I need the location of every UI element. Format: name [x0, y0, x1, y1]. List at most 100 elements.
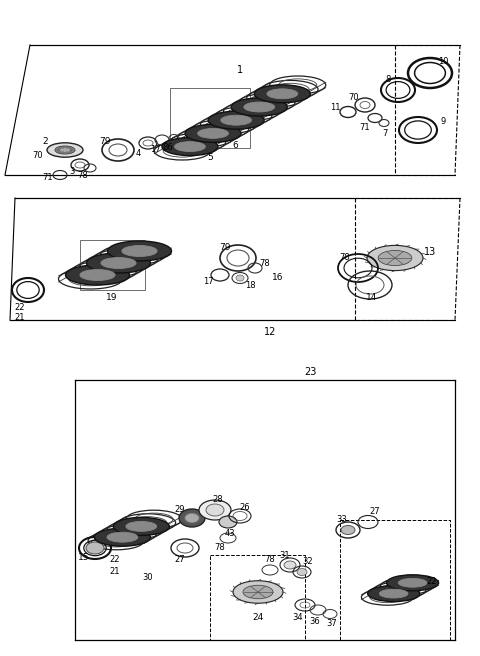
Ellipse shape	[378, 251, 412, 266]
Text: 19: 19	[106, 293, 118, 302]
Text: 78: 78	[78, 171, 88, 180]
Text: 23: 23	[304, 367, 316, 377]
Text: 12: 12	[264, 327, 276, 337]
Ellipse shape	[233, 581, 283, 604]
Text: 37: 37	[326, 619, 337, 628]
Text: 21: 21	[110, 567, 120, 577]
Ellipse shape	[221, 115, 252, 125]
Ellipse shape	[297, 569, 307, 575]
Ellipse shape	[58, 151, 61, 152]
Ellipse shape	[199, 500, 231, 520]
Ellipse shape	[107, 532, 138, 542]
Text: 22: 22	[15, 304, 25, 312]
Text: 28: 28	[213, 495, 223, 504]
Text: 4: 4	[135, 148, 141, 157]
Ellipse shape	[379, 589, 408, 598]
Ellipse shape	[179, 509, 205, 527]
Text: 27: 27	[175, 556, 185, 565]
Ellipse shape	[398, 579, 427, 587]
Text: 17: 17	[203, 277, 213, 287]
Text: 71: 71	[43, 173, 53, 182]
Text: 21: 21	[15, 314, 25, 323]
Ellipse shape	[284, 561, 296, 569]
Ellipse shape	[231, 98, 287, 116]
Ellipse shape	[66, 152, 69, 154]
Text: 6: 6	[232, 140, 238, 150]
Ellipse shape	[86, 542, 104, 554]
Ellipse shape	[58, 148, 61, 149]
Text: 31: 31	[280, 550, 290, 560]
Text: 78: 78	[215, 543, 226, 552]
Ellipse shape	[208, 112, 264, 129]
Ellipse shape	[66, 146, 69, 148]
Ellipse shape	[57, 149, 60, 151]
Text: 78: 78	[264, 556, 276, 565]
Text: 15: 15	[78, 554, 90, 562]
Text: 70: 70	[348, 94, 360, 102]
Ellipse shape	[126, 522, 156, 531]
Ellipse shape	[69, 151, 72, 152]
Ellipse shape	[267, 89, 298, 99]
Text: 10: 10	[438, 58, 448, 66]
Text: 1: 1	[237, 65, 243, 75]
Text: 16: 16	[272, 274, 284, 283]
Ellipse shape	[244, 102, 275, 112]
Ellipse shape	[61, 146, 64, 148]
Ellipse shape	[65, 265, 130, 285]
Ellipse shape	[80, 270, 115, 281]
Text: 34: 34	[293, 613, 303, 623]
Ellipse shape	[243, 585, 273, 599]
Ellipse shape	[71, 149, 73, 151]
Text: 86: 86	[163, 144, 173, 152]
Text: 9: 9	[440, 117, 445, 127]
Text: 14: 14	[366, 293, 378, 302]
Text: 70: 70	[33, 150, 43, 159]
Ellipse shape	[367, 245, 423, 270]
Ellipse shape	[206, 504, 224, 516]
Ellipse shape	[254, 85, 311, 103]
Ellipse shape	[95, 528, 150, 546]
Text: 32: 32	[303, 558, 313, 567]
Text: 18: 18	[245, 281, 255, 289]
Text: 79: 79	[219, 243, 231, 253]
Text: 24: 24	[252, 613, 264, 623]
Ellipse shape	[386, 575, 439, 591]
Ellipse shape	[69, 148, 72, 149]
Text: 13: 13	[424, 247, 436, 257]
Text: 26: 26	[240, 502, 250, 512]
Ellipse shape	[185, 514, 199, 522]
Text: 78: 78	[340, 253, 350, 262]
Ellipse shape	[101, 258, 136, 268]
Text: 11: 11	[330, 102, 340, 112]
Ellipse shape	[341, 525, 355, 535]
Text: 20: 20	[89, 274, 101, 283]
Text: 29: 29	[175, 506, 185, 514]
Text: 8: 8	[385, 75, 391, 85]
Ellipse shape	[198, 129, 228, 138]
Text: 27: 27	[370, 508, 380, 516]
Ellipse shape	[368, 586, 420, 602]
Ellipse shape	[162, 138, 218, 155]
Ellipse shape	[175, 142, 205, 152]
Text: 36: 36	[310, 617, 320, 626]
Ellipse shape	[86, 253, 151, 273]
Text: 78: 78	[260, 258, 270, 268]
Text: 5: 5	[207, 154, 213, 163]
Ellipse shape	[219, 516, 237, 528]
Ellipse shape	[61, 152, 64, 154]
Text: 79: 79	[99, 138, 111, 146]
Ellipse shape	[108, 241, 171, 261]
Text: 30: 30	[143, 573, 153, 581]
Ellipse shape	[113, 518, 169, 535]
Text: 22: 22	[427, 577, 437, 586]
Ellipse shape	[236, 275, 244, 281]
Text: 7: 7	[382, 129, 388, 138]
Text: 71: 71	[360, 123, 370, 133]
Text: 43: 43	[225, 529, 235, 537]
Ellipse shape	[185, 125, 241, 142]
Text: 22: 22	[110, 556, 120, 565]
Ellipse shape	[122, 245, 157, 256]
Text: 33: 33	[336, 516, 348, 525]
Ellipse shape	[55, 146, 75, 154]
Text: 3: 3	[69, 167, 75, 176]
